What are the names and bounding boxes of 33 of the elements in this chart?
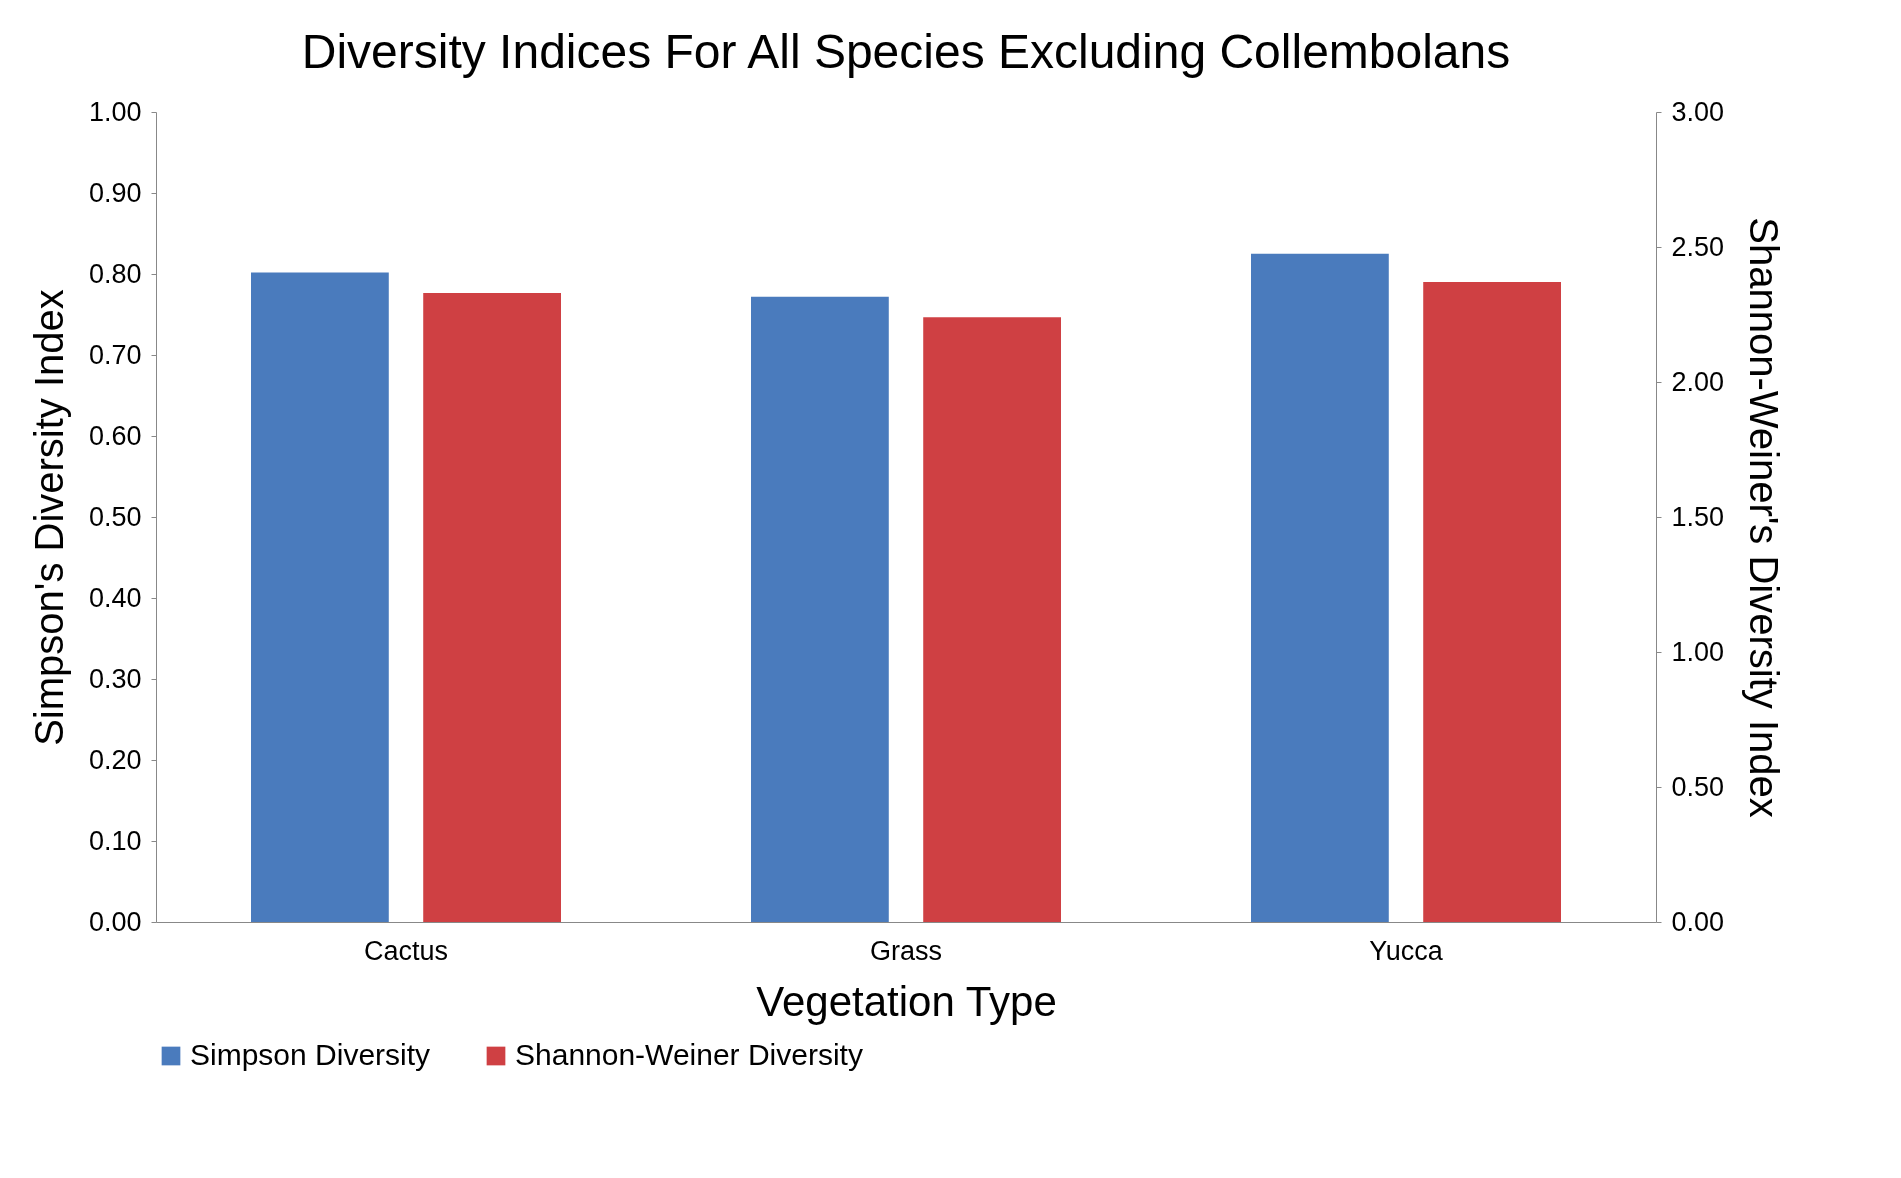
x-tick-label: Grass xyxy=(869,935,943,966)
bar xyxy=(751,296,889,922)
bar xyxy=(1423,282,1561,922)
legend-label: Simpson Diversity xyxy=(190,1038,431,1071)
x-tick-label: Cactus xyxy=(363,935,449,966)
y-tick-label: 0.50 xyxy=(88,501,142,532)
y2-tick-label: 2.00 xyxy=(1671,366,1725,397)
y-tick-label: 0.40 xyxy=(88,582,142,613)
y-tick-label: 0.70 xyxy=(88,339,142,370)
y-tick-label: 1.00 xyxy=(88,96,142,127)
bar xyxy=(1251,253,1389,922)
y2-axis-title: Shannon-Weiner's Diversity Index xyxy=(1742,217,1787,818)
y-tick-label: 0.30 xyxy=(88,663,142,694)
y2-tick-label: 3.00 xyxy=(1671,96,1725,127)
y2-tick-label: 1.00 xyxy=(1671,636,1725,667)
chart-title: Diversity Indices For All Species Excluding Collembolans xyxy=(301,25,1511,78)
y-tick-label: 0.90 xyxy=(88,177,142,208)
y-tick-label: 0.10 xyxy=(88,825,142,856)
bar xyxy=(251,272,389,922)
y-tick-label: 0.20 xyxy=(88,744,142,775)
y2-tick-label: 2.50 xyxy=(1671,231,1725,262)
y2-tick-label: 0.00 xyxy=(1671,906,1725,937)
y-axis-title: Simpson's Diversity Index xyxy=(26,289,71,746)
y-tick-label: 0.80 xyxy=(88,258,142,289)
x-tick-label: Yucca xyxy=(1369,935,1444,966)
x-axis-title: Vegetation Type xyxy=(756,977,1057,1025)
bar xyxy=(923,317,1061,922)
y-tick-label: 0.60 xyxy=(88,420,142,451)
y-tick-label: 0.00 xyxy=(88,906,142,937)
legend-label: Shannon-Weiner Diversity xyxy=(515,1038,863,1071)
bar xyxy=(423,292,561,922)
y2-tick-label: 0.50 xyxy=(1671,771,1725,802)
y2-tick-label: 1.50 xyxy=(1671,501,1725,532)
